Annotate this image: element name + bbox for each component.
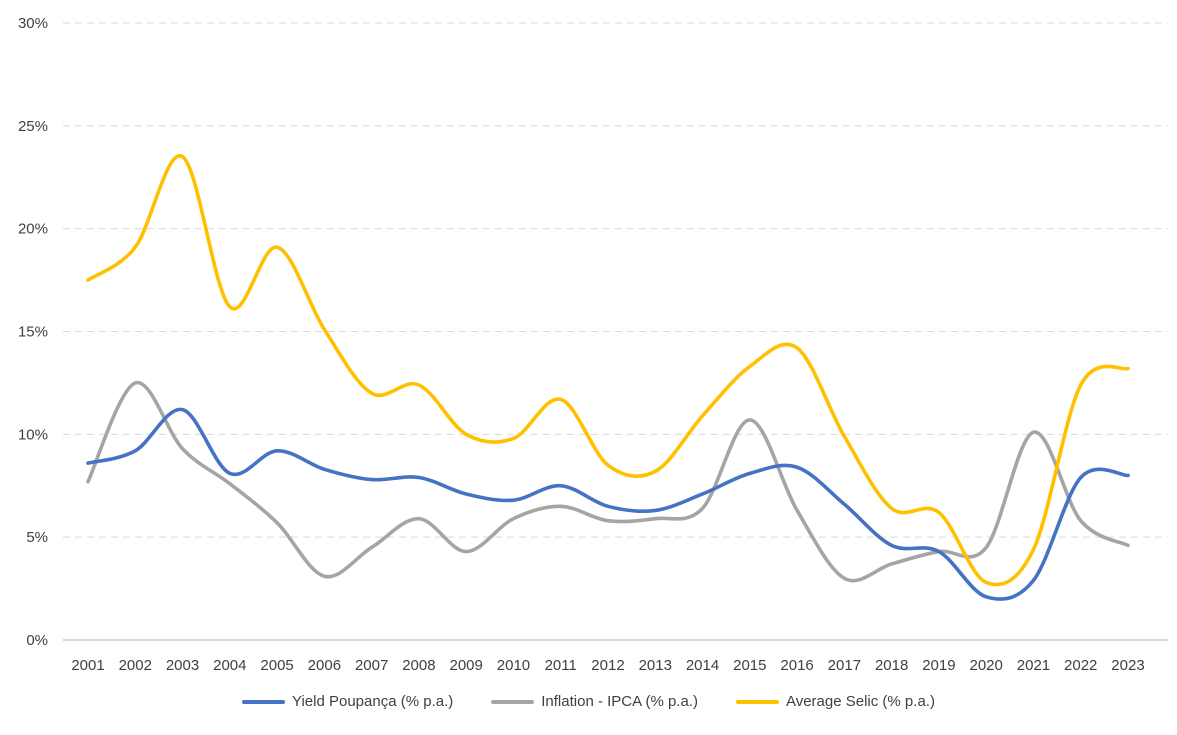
legend-line-icon-inflation-ipca <box>491 699 535 704</box>
x-axis-tick-label: 2005 <box>260 657 293 674</box>
x-axis-tick-label: 2015 <box>733 657 766 674</box>
x-axis-tick-label: 2014 <box>686 657 719 674</box>
x-axis-tick-label: 2004 <box>213 657 246 674</box>
legend-label-inflation-ipca: Inflation - IPCA (% p.a.) <box>541 693 698 710</box>
series-line-inflation-ipca <box>86 381 1130 583</box>
y-axis-tick-label: 20% <box>18 221 48 238</box>
x-axis-tick-label: 2022 <box>1064 657 1097 674</box>
x-axis-tick-label: 2020 <box>969 657 1002 674</box>
x-axis-tick-label: 2016 <box>780 657 813 674</box>
x-axis-tick-label: 2011 <box>545 657 577 674</box>
x-axis-tick-label: 2013 <box>639 657 672 674</box>
legend-label-average-selic: Average Selic (% p.a.) <box>785 693 935 710</box>
x-axis-tick-label: 2012 <box>591 657 624 674</box>
x-axis-tick-label: 2006 <box>308 657 341 674</box>
legend-label-yield-poupanca: Yield Poupança (% p.a.) <box>292 693 454 710</box>
y-axis-tick-label: 0% <box>26 632 48 649</box>
y-axis-tick-label: 5% <box>26 529 48 546</box>
x-axis-tick-label: 2010 <box>497 657 530 674</box>
x-axis-tick-label: 2017 <box>828 657 861 674</box>
x-axis-tick-label: 2003 <box>166 657 199 674</box>
series-line-yield-poupanca <box>86 407 1130 601</box>
x-axis-tick-label: 2002 <box>119 657 152 674</box>
legend-item-inflation-ipca: Inflation - IPCA (% p.a.) <box>491 693 698 710</box>
legend-item-yield-poupanca: Yield Poupança (% p.a.) <box>242 693 453 710</box>
x-axis-tick-label: 2023 <box>1111 657 1144 674</box>
x-axis-tick-label: 2019 <box>922 657 955 674</box>
y-axis-tick-label: 30% <box>18 15 48 32</box>
legend-line-icon-average-selic <box>735 699 779 704</box>
y-axis-tick-label: 10% <box>18 426 48 443</box>
chart-legend: Yield Poupança (% p.a.) Inflation - IPCA … <box>0 693 1177 710</box>
x-axis-tick-label: 2021 <box>1017 657 1050 674</box>
x-axis-tick-label: 2001 <box>71 657 104 674</box>
x-axis-tick-label: 2018 <box>875 657 908 674</box>
x-axis-tick-label: 2008 <box>402 657 435 674</box>
x-axis-tick-label: 2009 <box>449 657 482 674</box>
y-axis-tick-label: 25% <box>18 118 48 135</box>
x-axis-tick-label: 2007 <box>355 657 388 674</box>
y-axis-tick-label: 15% <box>18 323 48 340</box>
series-line-average-selic <box>86 154 1130 587</box>
legend-item-average-selic: Average Selic (% p.a.) <box>735 693 935 710</box>
legend-line-icon-yield-poupanca <box>242 699 286 704</box>
plot-area: 0% 5% 10% 15% 20% 25% 30% 2001 2002 2003 2004 2005 2… <box>18 15 1168 674</box>
